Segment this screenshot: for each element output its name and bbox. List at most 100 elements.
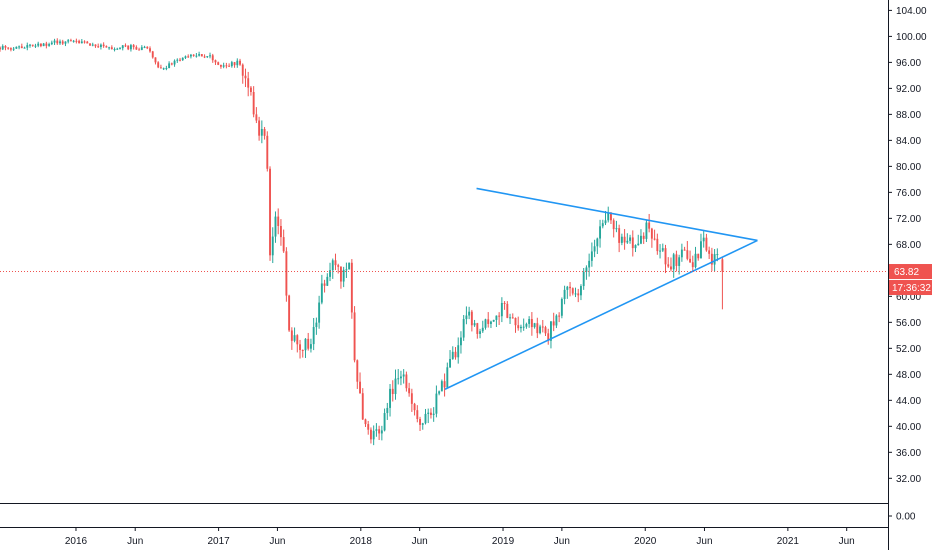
x-tick-label: 2018 — [350, 536, 373, 547]
candle-body — [361, 393, 364, 420]
candle-body — [582, 271, 585, 287]
candle-body — [536, 323, 539, 334]
x-tick-label: Jun — [839, 536, 855, 547]
candle-body — [64, 41, 67, 44]
candle-body — [451, 351, 454, 359]
last-price-label: 63.82 — [894, 267, 919, 278]
candle-body — [209, 55, 211, 57]
x-tick-label: 2019 — [492, 536, 515, 547]
candle-body — [124, 45, 127, 47]
candle-body — [78, 40, 81, 44]
candle-body — [326, 276, 329, 286]
candle-body — [307, 338, 310, 349]
candle-body — [459, 337, 462, 346]
candle-body — [233, 62, 236, 66]
candle-body — [29, 44, 31, 46]
trendline-lower[interactable] — [444, 239, 758, 390]
candle-body — [405, 374, 408, 389]
candle-body — [288, 295, 291, 331]
candle-body — [285, 251, 288, 296]
candle-body — [713, 254, 716, 265]
candle-body — [457, 345, 460, 358]
candle-body — [225, 65, 228, 67]
candle-body — [334, 260, 337, 266]
candle-body — [157, 62, 160, 68]
countdown-tag-box — [889, 280, 932, 296]
candle-body — [154, 57, 157, 63]
candle-body — [440, 381, 443, 392]
candle-body — [530, 318, 533, 328]
candle-body — [91, 44, 94, 46]
candle-body — [618, 228, 621, 243]
candle-body — [675, 254, 678, 266]
candle-body — [135, 47, 138, 50]
candle-body — [83, 41, 86, 43]
y-tick-label: 48.00 — [896, 370, 921, 381]
candle-body — [697, 253, 700, 259]
y-tick-label: 72.00 — [896, 214, 921, 225]
candle-body — [214, 60, 217, 63]
candle-body — [39, 43, 42, 47]
candle-body — [620, 236, 623, 243]
trendline-upper[interactable] — [476, 187, 758, 242]
candle-body — [522, 326, 525, 328]
candle-body — [222, 65, 225, 67]
price-axis[interactable]: 104.00 100.00 96.00 92.00 88.00 84.00 80.00 76.… — [888, 6, 927, 485]
candle-body — [525, 323, 528, 327]
time-axis[interactable]: 2016 Jun 2017 Jun 2018 Jun 2019 Jun 2020 Jun 2021 J… — [65, 527, 855, 547]
candle-body — [9, 48, 12, 50]
candle-body — [195, 55, 198, 57]
candle-body — [432, 413, 435, 415]
countdown-label: 17:36:32 — [892, 283, 931, 294]
candle-body — [138, 49, 141, 51]
candle-body — [271, 236, 274, 256]
candle-body — [588, 260, 591, 268]
candle-body — [492, 319, 495, 322]
candle-body — [607, 212, 610, 221]
candle-body — [179, 59, 181, 61]
candle-body — [558, 315, 561, 317]
candle-body — [574, 293, 577, 295]
candle-body — [15, 46, 18, 49]
y-tick-label: 56.00 — [896, 318, 921, 329]
y-tick-label: 60.00 — [896, 292, 921, 303]
candle-body — [23, 47, 26, 49]
candle-body — [181, 57, 184, 61]
candle-body — [612, 220, 615, 230]
candle-body — [165, 68, 168, 70]
y-tick-label: 104.00 — [896, 6, 927, 17]
candle-body — [97, 46, 100, 48]
candle-body — [555, 315, 558, 326]
candle-body — [580, 286, 582, 296]
candle-body — [468, 311, 471, 316]
candle-body — [279, 225, 282, 238]
candle-body — [661, 248, 664, 251]
candle-body — [364, 419, 367, 425]
candle-body — [410, 393, 413, 404]
candle-body — [569, 286, 572, 289]
candle-body — [102, 44, 105, 47]
candle-body — [544, 327, 547, 334]
x-tick-label: Jun — [269, 536, 285, 547]
candle-body — [53, 40, 56, 43]
candle-body — [230, 62, 233, 67]
y-tick-label: 88.00 — [896, 110, 921, 121]
candle-body — [683, 249, 686, 251]
sub-pane-axis: 0.00 — [888, 512, 916, 523]
candle-body — [67, 40, 70, 42]
candle-body — [26, 45, 29, 48]
candle-body — [149, 48, 151, 52]
y-tick-label: 44.00 — [896, 396, 921, 407]
candle-body — [443, 381, 446, 388]
candle-body — [86, 41, 89, 44]
candle-body — [45, 43, 48, 46]
candle-body — [389, 388, 391, 408]
candle-body — [626, 240, 629, 243]
candle-body — [312, 327, 315, 345]
candle-body — [80, 41, 83, 44]
candle-body — [689, 258, 692, 263]
candle-body — [476, 323, 479, 334]
candle-body — [653, 238, 656, 240]
